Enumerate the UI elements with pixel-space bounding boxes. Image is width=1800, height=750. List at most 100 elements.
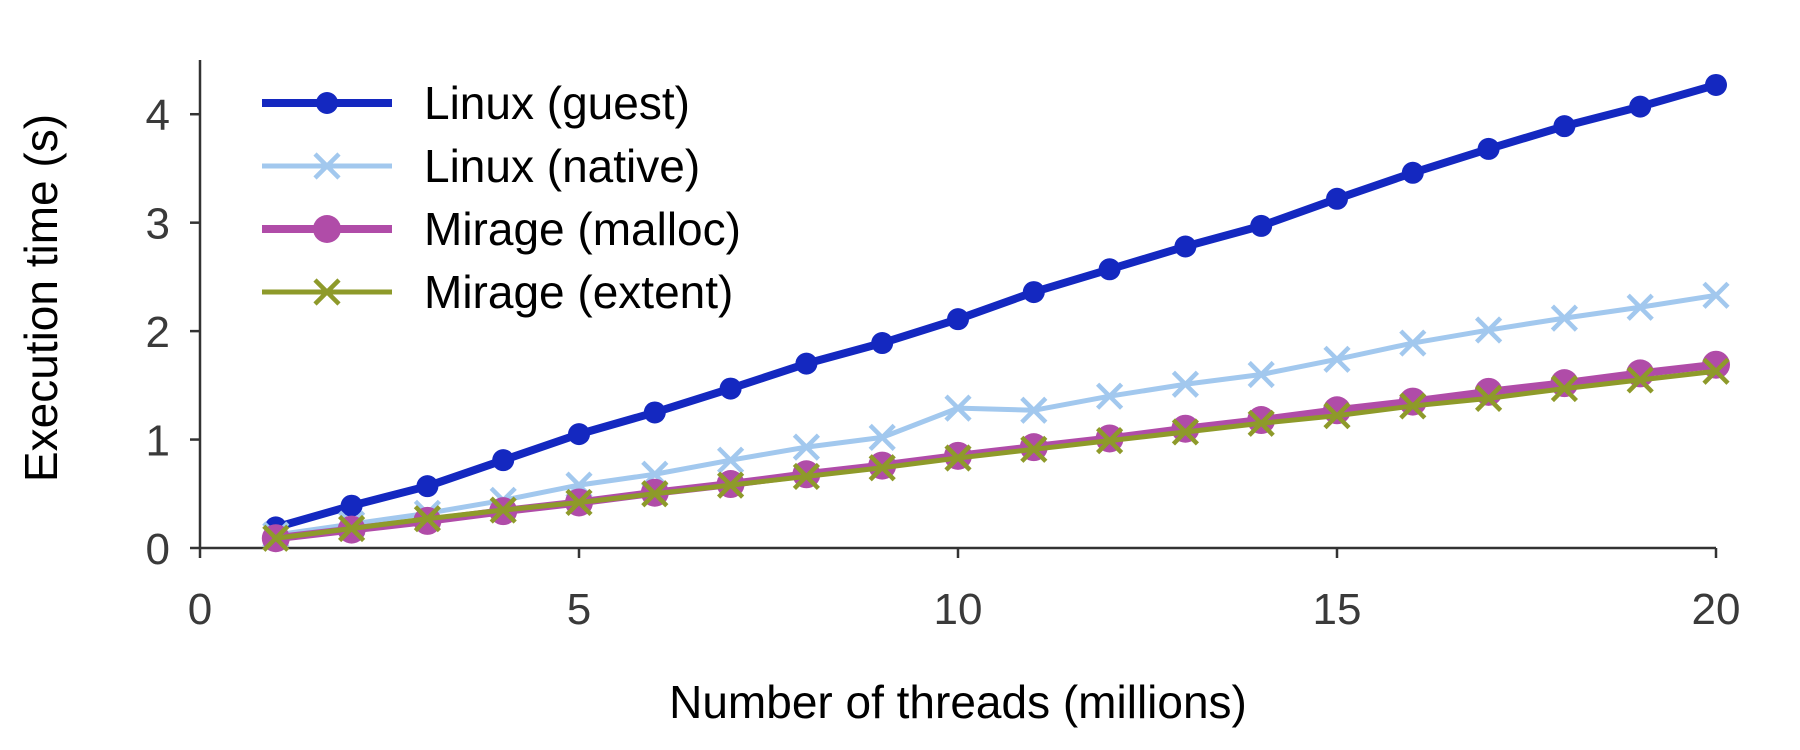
x-tick-label: 15 [1313, 585, 1362, 634]
mirage-extent-point [1550, 374, 1578, 403]
mirage-extent-point [1399, 392, 1427, 420]
y-tick-label: 2 [146, 308, 170, 357]
series-linux-native [262, 281, 1730, 549]
mirage-extent-point-stroke [792, 462, 820, 491]
legend-label-linux-native: Linux (native) [424, 140, 700, 192]
mirage-extent-point [1020, 435, 1048, 463]
legend-label-linux-guest: Linux (guest) [424, 77, 690, 129]
mirage-extent-point [1702, 357, 1730, 385]
linux-guest-point [643, 401, 666, 424]
linux-native-point-stroke [1550, 304, 1578, 332]
x-axis-label: Number of threads (millions) [669, 676, 1247, 728]
mirage-extent-point-stroke [338, 514, 366, 543]
series-line-mirage-extent [273, 368, 1719, 541]
x-tick-label: 0 [188, 585, 212, 634]
linux-guest-point [1705, 73, 1727, 96]
mirage-extent-point-stroke [1171, 418, 1199, 446]
linux-native-point [1020, 396, 1048, 424]
legend: Linux (guest) Linux (native) Mirage (mallo… [262, 77, 741, 318]
mirage-extent-point [1171, 418, 1199, 446]
mirage-extent-point [338, 514, 366, 543]
mirage-extent-point-stroke [1096, 427, 1124, 455]
mirage-extent-point-stroke [1399, 392, 1427, 420]
linux-native-point [1399, 329, 1427, 357]
mirage-extent-point-stroke [262, 524, 290, 552]
legend-mirage-malloc-point [313, 215, 341, 243]
mirage-extent-point [565, 488, 593, 517]
linux-native-point-stroke [944, 394, 972, 422]
linux-native-point [1702, 281, 1730, 309]
mirage-malloc-point [1550, 369, 1579, 398]
mirage-extent-point-stroke [1247, 409, 1275, 437]
legend-item-linux-native: Linux (native) [262, 140, 700, 192]
mirage-malloc-point [1323, 396, 1351, 425]
linux-guest-point [416, 475, 439, 498]
linux-native-point [944, 394, 972, 422]
mirage-extent-point [1323, 402, 1351, 430]
linux-guest-point [1174, 235, 1197, 258]
linux-native-point-stroke [1171, 370, 1199, 398]
mirage-extent-point [489, 496, 517, 524]
linux-native-point [868, 423, 896, 451]
legend-item-linux-guest: Linux (guest) [262, 77, 690, 129]
legend-label-mirage-malloc: Mirage (malloc) [424, 203, 741, 255]
x-tick-label: 20 [1692, 585, 1741, 634]
linux-native-point-stroke [717, 446, 745, 474]
linux-native-point-stroke [1096, 382, 1124, 410]
y-tick-label: 1 [146, 417, 170, 466]
mirage-extent-point [413, 505, 441, 533]
linux-guest-point [1477, 137, 1500, 160]
legend-linux-guest-point [316, 92, 338, 114]
linux-guest-point [871, 332, 894, 355]
series-line-linux-native [273, 292, 1719, 538]
mirage-malloc-point [1247, 406, 1276, 435]
y-axis-label: Execution time (s) [15, 114, 67, 482]
series-line-linux-guest [271, 80, 1720, 532]
linux-native-point-stroke [1475, 316, 1503, 344]
linux-guest-point [492, 449, 515, 472]
legend-mirage-extent-point-stroke [313, 278, 341, 306]
mirage-extent-point-stroke [717, 471, 745, 499]
x-tick-label: 5 [567, 585, 591, 634]
mirage-malloc-point [1171, 414, 1200, 443]
linux-native-point [1626, 293, 1654, 321]
mirage-extent-point-stroke [565, 488, 593, 517]
mirage-extent-point-stroke [1323, 402, 1351, 430]
linux-guest-point [1553, 115, 1576, 138]
legend-linux-native-point-stroke [313, 152, 341, 180]
series-mirage-extent [262, 357, 1730, 552]
mirage-extent-point [641, 480, 669, 508]
mirage-extent-point-stroke [1475, 384, 1503, 412]
axes: 0 5 10 15 20 0 1 2 3 4 [146, 60, 1741, 634]
linux-native-point [1550, 304, 1578, 332]
mirage-extent-point [717, 471, 745, 499]
mirage-extent-point [1247, 409, 1275, 437]
linux-guest-point [1401, 161, 1424, 184]
linux-guest-point [1022, 281, 1045, 304]
linux-guest-point [1250, 214, 1273, 237]
mirage-extent-point-stroke [1020, 435, 1048, 463]
mirage-extent-point-stroke [489, 496, 517, 524]
linux-native-point-stroke [792, 433, 820, 461]
mirage-extent-point-stroke [641, 480, 669, 508]
legend-linux-native-point [313, 152, 341, 180]
legend-label-mirage-extent: Mirage (extent) [424, 266, 733, 318]
mirage-malloc-point [1398, 387, 1427, 416]
linux-native-point [792, 433, 820, 461]
mirage-extent-point [262, 524, 290, 552]
linux-guest-point [795, 352, 818, 375]
linux-native-point-stroke [1323, 345, 1351, 373]
linux-guest-point [568, 423, 590, 446]
y-tick-label: 4 [146, 91, 170, 140]
mirage-extent-point-stroke [868, 454, 896, 482]
linux-native-point [1171, 370, 1199, 398]
legend-mirage-extent-point [313, 278, 341, 306]
mirage-extent-point [868, 454, 896, 482]
mirage-extent-point-stroke [413, 505, 441, 533]
mirage-extent-point [944, 444, 972, 472]
mirage-extent-point [1096, 427, 1124, 455]
linux-native-point-stroke [1020, 396, 1048, 424]
linux-native-point [1323, 345, 1351, 373]
linux-native-point-stroke [1399, 329, 1427, 357]
